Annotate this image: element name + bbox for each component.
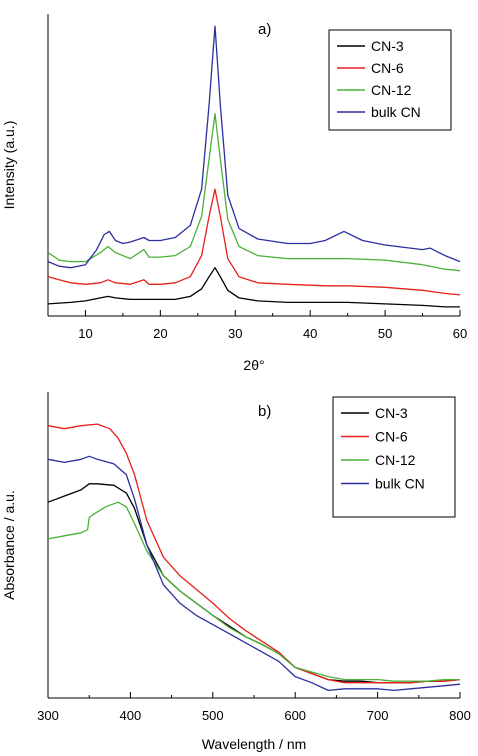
x-tick-label: 40 — [303, 326, 317, 341]
panel-b-chart: 300 400 500 600 700 800 Wavelength / nm Absorba… — [1, 392, 471, 752]
x-tick-label: 700 — [367, 708, 389, 723]
x-tick-label: 500 — [202, 708, 224, 723]
panel-label: a) — [258, 21, 271, 38]
legend-entry-label: CN-6 — [371, 60, 404, 76]
legend: CN-3 CN-6 CN-12 bulk CN — [332, 396, 456, 518]
legend-entry-label: CN-12 — [375, 452, 416, 468]
series-line-bulk-cn — [47, 25, 461, 269]
panel-label: b) — [258, 403, 271, 420]
legend-entry-label: CN-12 — [371, 82, 412, 98]
y-axis-label: Absorbance / a.u. — [1, 490, 17, 600]
x-tick-label: 800 — [449, 708, 471, 723]
legend-entry-label: CN-6 — [375, 429, 408, 445]
series-line-cn-12 — [47, 113, 461, 272]
legend-box — [332, 396, 456, 518]
y-axis-label: Intensity (a.u.) — [1, 121, 17, 210]
x-tick-label: 400 — [120, 708, 142, 723]
x-axis-label: 2θ° — [243, 357, 264, 373]
x-tick-label: 600 — [284, 708, 306, 723]
series-line-cn-6 — [47, 423, 461, 684]
series-line-cn-12 — [47, 501, 460, 682]
series-line-cn-6 — [47, 188, 461, 296]
series-line-bulk-cn — [47, 455, 461, 692]
x-tick-label: 300 — [37, 708, 59, 723]
legend-entry-label: bulk CN — [371, 104, 421, 120]
legend: CN-3 CN-6 CN-12 bulk CN — [328, 29, 452, 131]
x-tick-label: 50 — [378, 326, 392, 341]
series-line-cn-3 — [47, 267, 460, 308]
x-tick-label: 30 — [228, 326, 242, 341]
legend-entry-label: bulk CN — [375, 476, 425, 492]
x-tick-label: 10 — [78, 326, 92, 341]
x-axis-label: Wavelength / nm — [202, 736, 307, 752]
x-tick-label: 20 — [153, 326, 167, 341]
x-tick-label: 60 — [453, 326, 467, 341]
legend-entry-label: CN-3 — [375, 405, 408, 421]
legend-entry-label: CN-3 — [371, 38, 404, 54]
